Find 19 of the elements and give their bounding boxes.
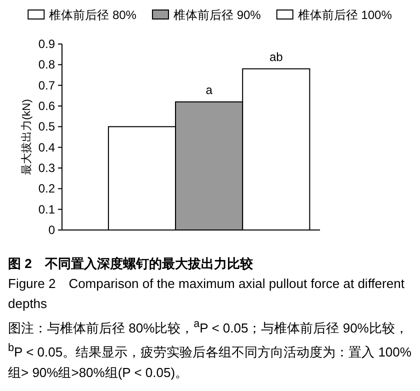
legend-label: 椎体前后径 100% — [298, 8, 392, 22]
data-label: a — [206, 82, 213, 97]
y-tick-label: 0 — [48, 223, 56, 237]
y-tick-label: 0.5 — [38, 120, 56, 134]
text: 图 2 不同置入深度螺钉的最大拔出力比较 — [8, 255, 254, 273]
y-tick-label: 0.9 — [38, 37, 56, 51]
y-tick-label: 0.2 — [38, 182, 56, 196]
legend-label: 椎体前后径 90% — [173, 8, 262, 22]
legend-label: 椎体前后径 80% — [49, 8, 137, 22]
text: Figure 2 Comparison of the maximum axial pullout force at different depths — [8, 275, 406, 313]
y-tick-label: 0.7 — [38, 78, 56, 92]
y-tick-label: 0.8 — [38, 58, 56, 72]
data-label: ab — [269, 50, 284, 64]
text: 图注：与椎体前后径 80%比较，$^{a}$P < 0.05；与椎体前后径 90%比较，$^{b}$P < 0.05。结果显示，疲劳实验后各组不同方向活动度为：置入 100%组> 90%组>80%组(P < 0.05)。 — [8, 318, 412, 380]
y-axis-title: 最大拔出力(kN) — [20, 99, 33, 175]
y-tick-label: 0.1 — [38, 202, 56, 216]
y-tick-label: 0.3 — [38, 161, 56, 175]
y-tick-label: 0.6 — [38, 99, 56, 113]
y-tick-label: 0.4 — [38, 140, 56, 154]
